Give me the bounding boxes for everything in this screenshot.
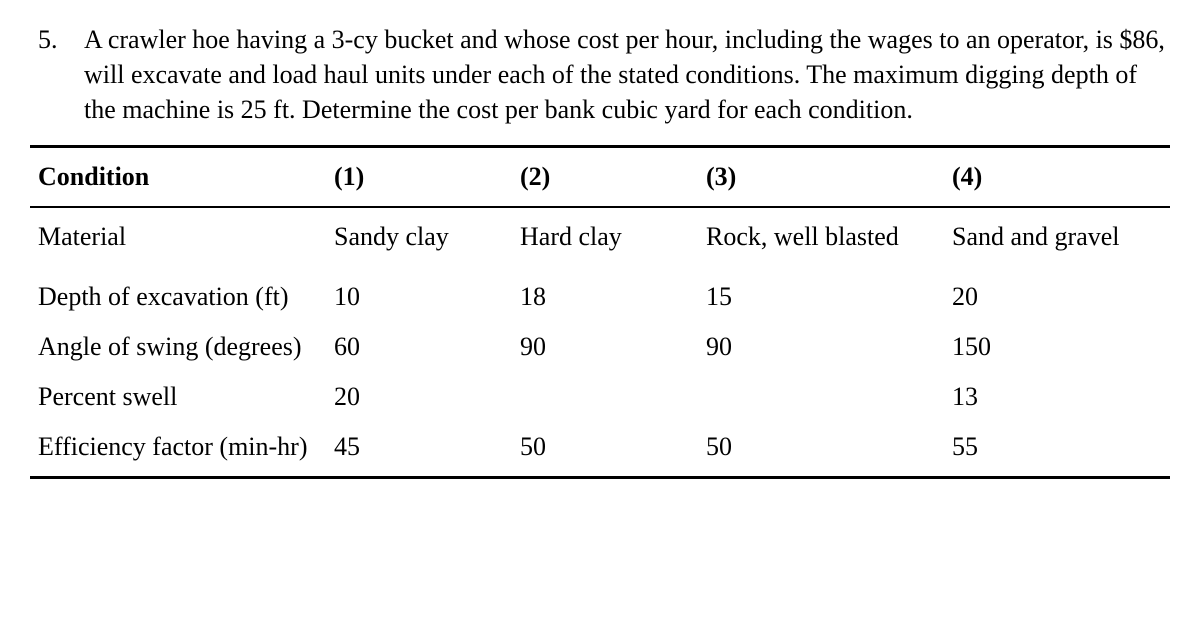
cell-value: 13 (944, 372, 1170, 422)
cell-value: 45 (326, 422, 512, 478)
table-header-row: Condition (1) (2) (3) (4) (30, 147, 1170, 208)
cell-value: 18 (512, 272, 698, 322)
cell-value: Sandy clay (326, 207, 512, 272)
cell-row-label: Angle of swing (degrees) (30, 322, 326, 372)
cell-value: 90 (698, 322, 944, 372)
cell-value: 50 (512, 422, 698, 478)
problem-statement: 5. A crawler hoe having a 3-cy bucket an… (30, 22, 1170, 127)
col-header-3: (3) (698, 147, 944, 208)
cell-row-label: Efficiency factor (min-hr) (30, 422, 326, 478)
cell-value (698, 372, 944, 422)
problem-number: 5. (30, 22, 84, 57)
problem-text: A crawler hoe having a 3-cy bucket and w… (84, 22, 1170, 127)
cell-value: 60 (326, 322, 512, 372)
cell-row-label: Material (30, 207, 326, 272)
cell-value: Hard clay (512, 207, 698, 272)
col-header-1: (1) (326, 147, 512, 208)
cell-value: 55 (944, 422, 1170, 478)
cell-value (512, 372, 698, 422)
table-row: Percent swell 20 13 (30, 372, 1170, 422)
cell-value: Sand and gravel (944, 207, 1170, 272)
table-row: Depth of excavation (ft) 10 18 15 20 (30, 272, 1170, 322)
table-row: Efficiency factor (min-hr) 45 50 50 55 (30, 422, 1170, 478)
cell-value: 20 (944, 272, 1170, 322)
cell-value: Rock, well blasted (698, 207, 944, 272)
cell-row-label: Percent swell (30, 372, 326, 422)
col-header-2: (2) (512, 147, 698, 208)
cell-value: 10 (326, 272, 512, 322)
cell-value: 50 (698, 422, 944, 478)
page-container: 5. A crawler hoe having a 3-cy bucket an… (0, 0, 1200, 479)
cell-row-label: Depth of excavation (ft) (30, 272, 326, 322)
cell-value: 90 (512, 322, 698, 372)
cell-value: 20 (326, 372, 512, 422)
table-row: Angle of swing (degrees) 60 90 90 150 (30, 322, 1170, 372)
col-header-4: (4) (944, 147, 1170, 208)
cell-value: 150 (944, 322, 1170, 372)
cell-value: 15 (698, 272, 944, 322)
conditions-table: Condition (1) (2) (3) (4) Material Sandy… (30, 145, 1170, 479)
table-row: Material Sandy clay Hard clay Rock, well… (30, 207, 1170, 272)
col-header-condition: Condition (30, 147, 326, 208)
